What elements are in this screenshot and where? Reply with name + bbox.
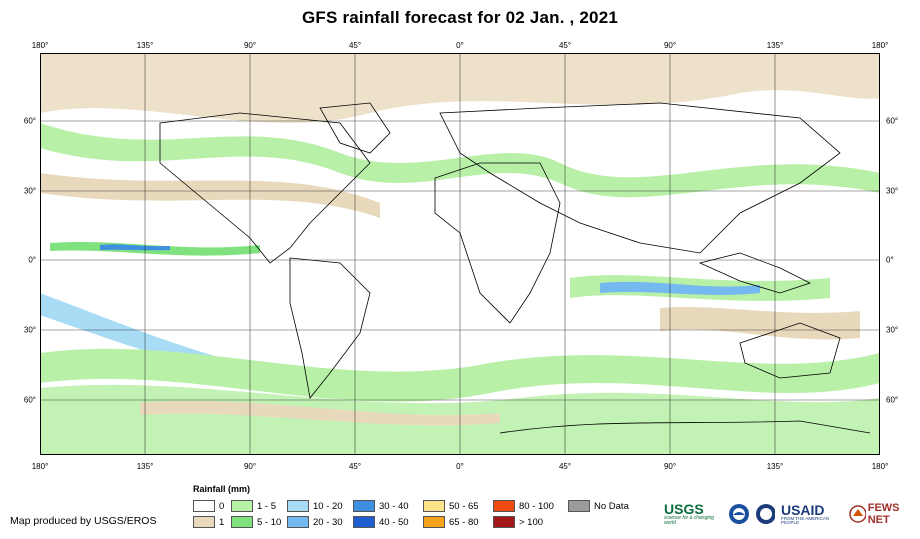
rainfall-map bbox=[40, 53, 880, 455]
coastlines bbox=[159, 102, 871, 434]
lat-label: 60° bbox=[886, 116, 899, 126]
lon-label: 180° bbox=[31, 462, 49, 471]
lat-label: 30° bbox=[886, 186, 899, 196]
fewsnet-emblem-icon bbox=[849, 505, 866, 523]
legend-item: 30 - 40 bbox=[353, 499, 409, 513]
lon-label: 180° bbox=[871, 462, 889, 471]
legend-swatch bbox=[568, 500, 590, 512]
lon-label: 0° bbox=[456, 462, 464, 471]
legend-label: 5 - 10 bbox=[257, 516, 282, 528]
legend-label: 40 - 50 bbox=[379, 516, 409, 528]
lat-label: 30° bbox=[23, 186, 36, 196]
legend-swatch bbox=[353, 500, 375, 512]
legend-label: No Data bbox=[594, 500, 629, 512]
legend-item: 50 - 65 bbox=[423, 499, 479, 513]
legend-item: 10 - 20 bbox=[287, 499, 343, 513]
usgs-logo: USGS science for a changing world bbox=[664, 501, 715, 526]
legend-swatch bbox=[493, 516, 515, 528]
partner-logos: USGS science for a changing world USAID … bbox=[664, 500, 920, 528]
legend-title: Rainfall (mm) bbox=[193, 484, 251, 494]
legend-label: > 100 bbox=[519, 516, 544, 528]
legend-item: 65 - 80 bbox=[423, 515, 479, 529]
lon-label: 180° bbox=[31, 41, 49, 50]
legend-label: 20 - 30 bbox=[313, 516, 343, 528]
lon-label: 45° bbox=[348, 41, 362, 50]
legend-swatch bbox=[287, 516, 309, 528]
usaid-seal-icon bbox=[755, 504, 775, 524]
legend-item: 1 - 5 bbox=[231, 499, 276, 513]
credit-text: Map produced by USGS/EROS bbox=[10, 515, 157, 527]
lon-label: 90° bbox=[243, 41, 257, 50]
legend-swatch bbox=[231, 516, 253, 528]
map-title: GFS rainfall forecast for 02 Jan. , 2021 bbox=[301, 8, 619, 27]
legend-swatch bbox=[493, 500, 515, 512]
legend-label: 0 bbox=[219, 500, 225, 512]
usaid-logo: USAID FROM THE AMERICAN PEOPLE bbox=[780, 501, 830, 525]
lon-label: 135° bbox=[766, 462, 784, 471]
legend-swatch bbox=[231, 500, 253, 512]
lon-label: 135° bbox=[136, 462, 154, 471]
legend-label: 10 - 20 bbox=[313, 500, 343, 512]
map-canvas bbox=[40, 53, 880, 455]
lon-label: 135° bbox=[136, 41, 154, 50]
lat-label: 0° bbox=[886, 255, 894, 265]
legend-item: 1 bbox=[193, 515, 224, 529]
lon-label: 90° bbox=[243, 462, 257, 471]
lon-label: 135° bbox=[766, 41, 784, 50]
legend-label: 30 - 40 bbox=[379, 500, 409, 512]
lat-label: 30° bbox=[886, 325, 899, 335]
legend-swatch bbox=[423, 500, 445, 512]
legend-item: 40 - 50 bbox=[353, 515, 409, 529]
lat-label: 30° bbox=[23, 325, 36, 335]
legend-label: 50 - 65 bbox=[449, 500, 479, 512]
legend-label: 1 bbox=[219, 516, 225, 528]
legend-label: 80 - 100 bbox=[519, 500, 554, 512]
lon-label: 45° bbox=[348, 462, 362, 471]
legend-swatch bbox=[193, 516, 215, 528]
legend-item: No Data bbox=[568, 499, 629, 513]
lon-label: 45° bbox=[558, 41, 572, 50]
legend-swatch bbox=[287, 500, 309, 512]
legend-item: 20 - 30 bbox=[287, 515, 343, 529]
map-border bbox=[40, 53, 880, 455]
lat-label: 60° bbox=[886, 395, 899, 405]
legend-item: 5 - 10 bbox=[231, 515, 281, 529]
noaa-seal-icon bbox=[729, 504, 749, 524]
lon-label: 45° bbox=[558, 462, 572, 471]
lat-label: 60° bbox=[23, 395, 36, 405]
fewsnet-logo: FEWS NET bbox=[849, 502, 920, 526]
lon-label: 90° bbox=[663, 41, 677, 50]
legend-swatch bbox=[193, 500, 215, 512]
legend-item: > 100 bbox=[493, 515, 543, 529]
legend-label: 65 - 80 bbox=[449, 516, 479, 528]
legend-item: 80 - 100 bbox=[493, 499, 554, 513]
lon-label: 90° bbox=[663, 462, 677, 471]
legend-label: 1 - 5 bbox=[257, 500, 277, 512]
lat-label: 0° bbox=[28, 255, 36, 265]
legend-swatch bbox=[423, 516, 445, 528]
lat-label: 60° bbox=[23, 116, 36, 126]
lon-label: 0° bbox=[456, 41, 464, 50]
legend-swatch bbox=[353, 516, 375, 528]
legend-item: 0 bbox=[193, 499, 224, 513]
lon-label: 180° bbox=[871, 41, 889, 50]
graticule bbox=[40, 53, 880, 455]
